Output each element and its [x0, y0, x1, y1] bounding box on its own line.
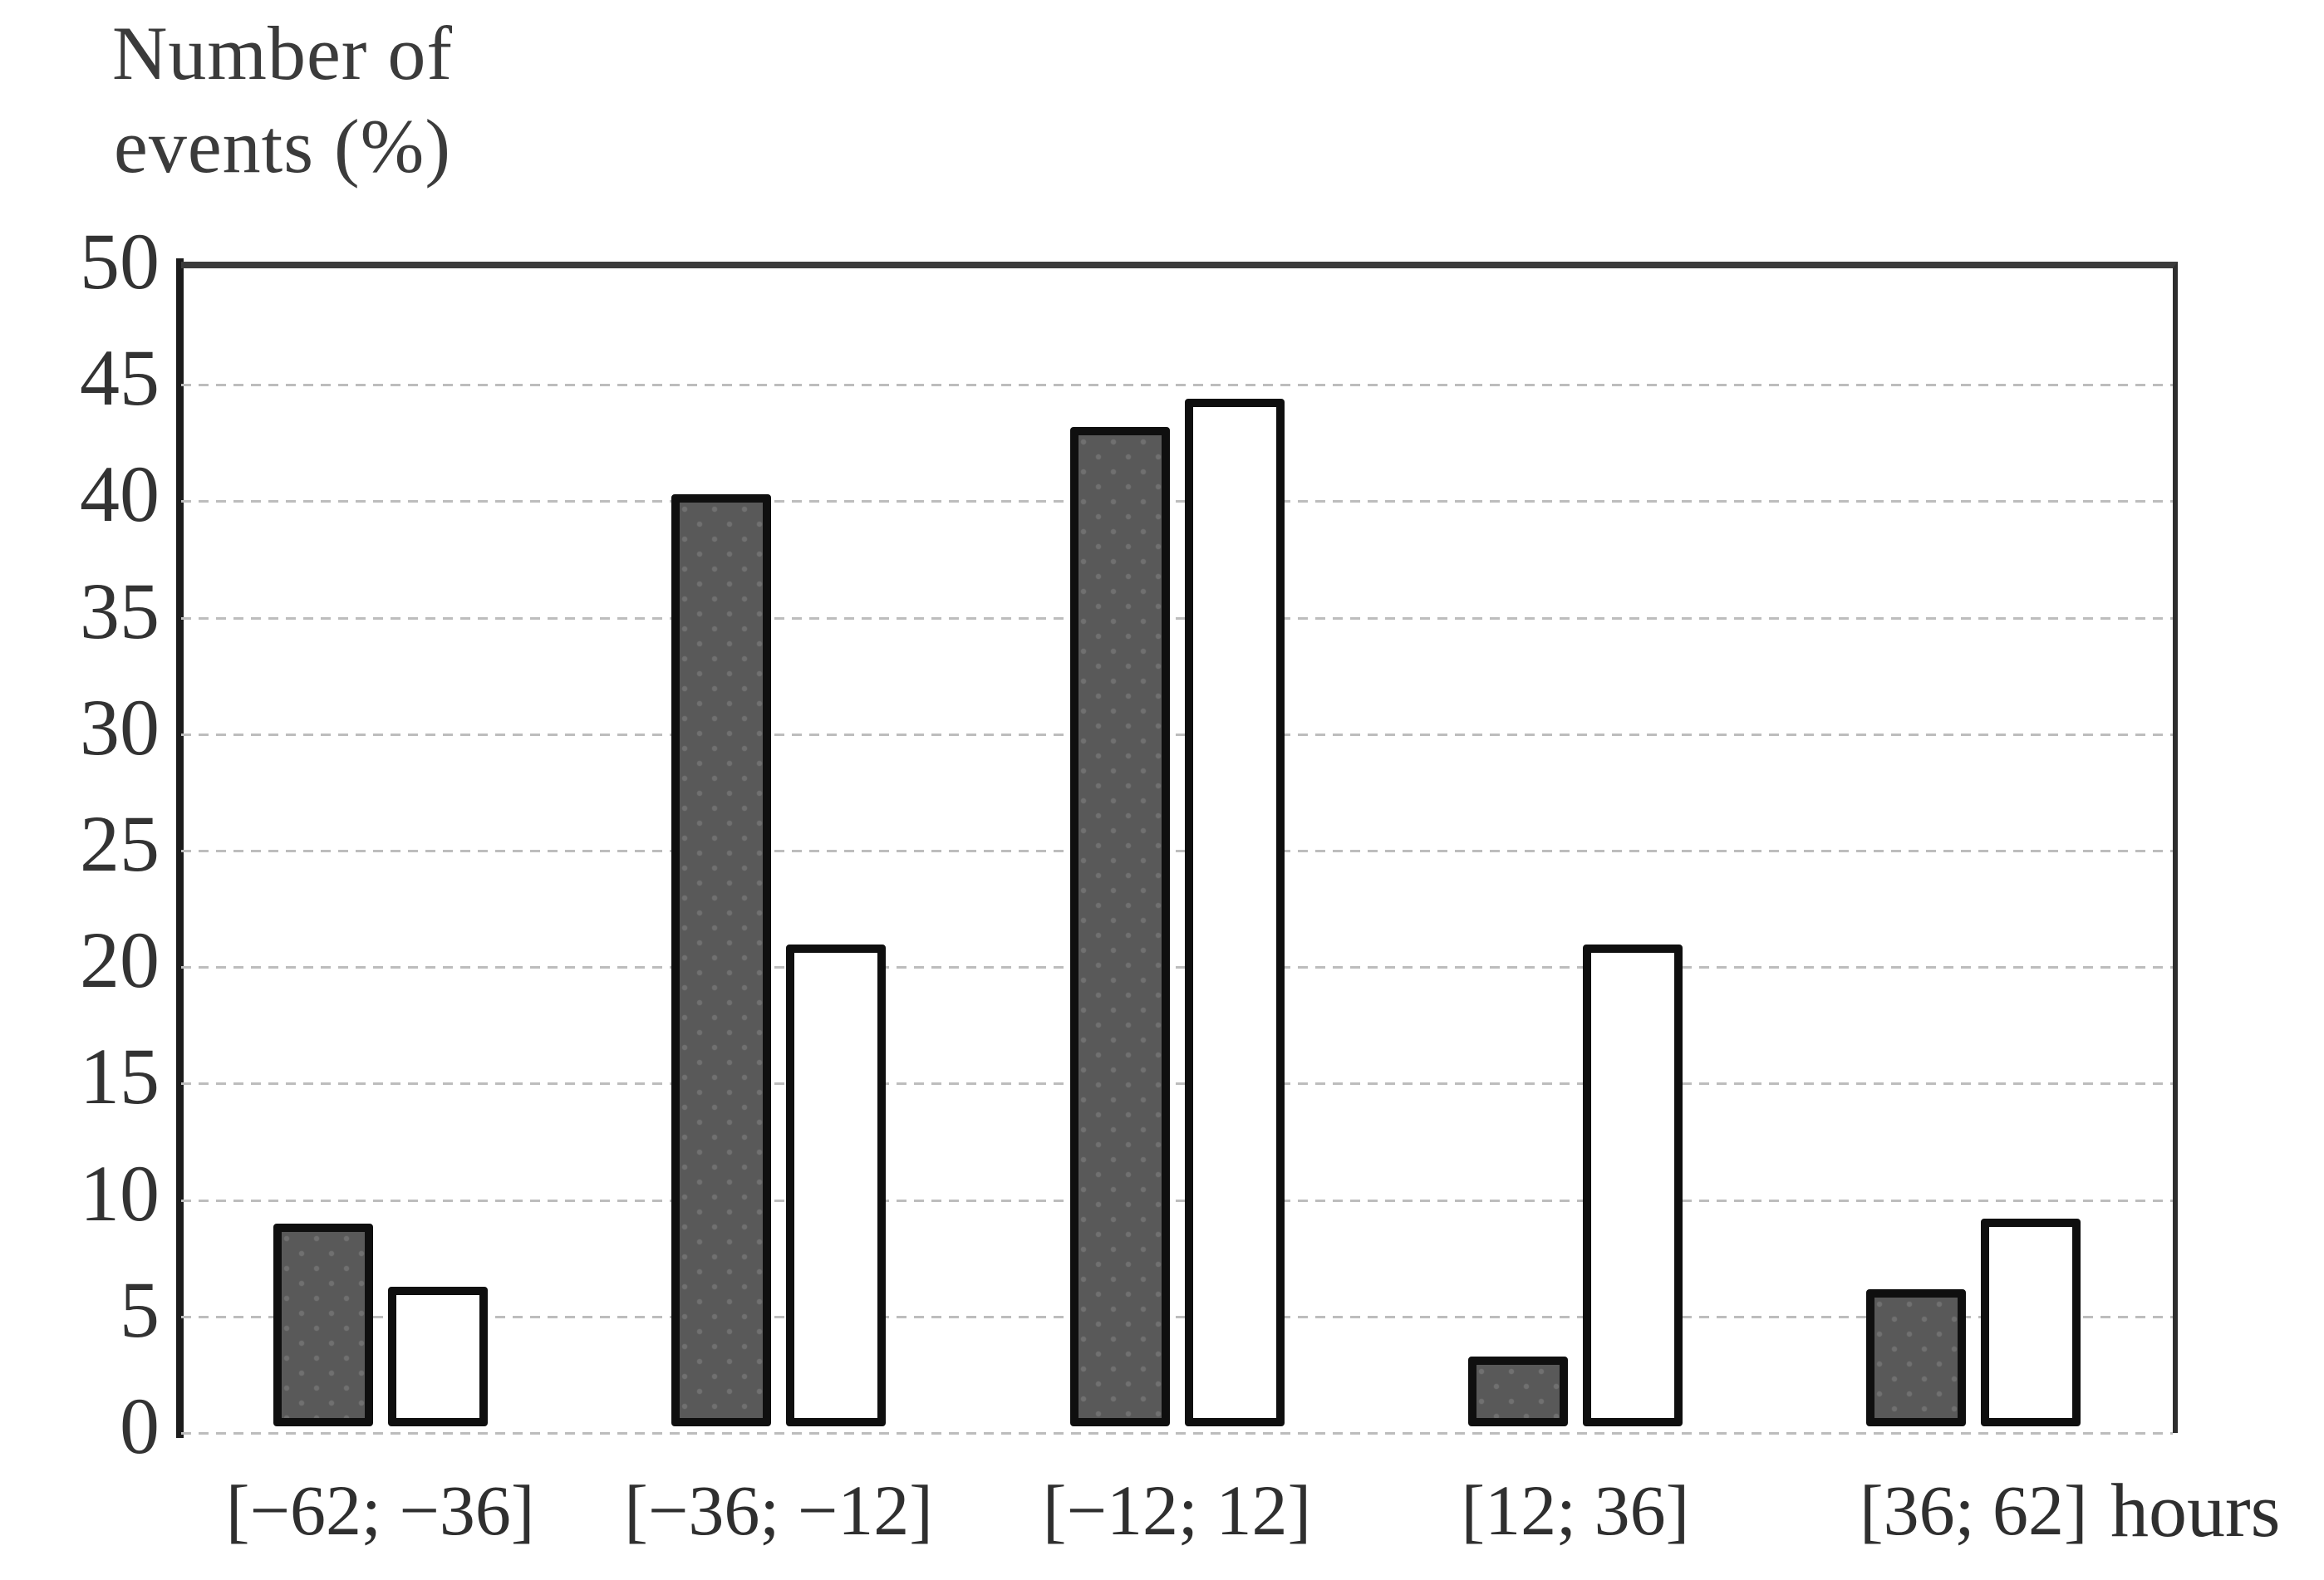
gridline-y35: [181, 616, 2173, 620]
gridline-y20: [181, 966, 2173, 969]
x-tick-label-3: [12; 36]: [1461, 1470, 1690, 1550]
bar-white-0: [387, 1286, 488, 1426]
y-axis-line: [176, 258, 184, 1438]
y-tick-label-5: 5: [120, 1264, 160, 1354]
gridline-y15: [181, 1082, 2173, 1086]
gridline-y25: [181, 850, 2173, 852]
y-tick-label-45: 45: [80, 333, 160, 423]
x-tick-label-1: [−36; −12]: [624, 1470, 933, 1550]
y-tick-label-30: 30: [80, 682, 160, 772]
gridline-y40: [181, 500, 2173, 503]
y-tick-label-50: 50: [80, 217, 160, 306]
y-axis-title-line1: Number of: [111, 11, 454, 96]
bar-dark-2: [1069, 427, 1170, 1426]
y-tick-label-20: 20: [80, 915, 160, 1005]
plot-area: [181, 262, 2178, 1435]
x-axis-unit-label: hours: [2110, 1468, 2281, 1553]
gridline-y30: [181, 733, 2173, 736]
x-tick-label-0: [−62; −36]: [225, 1470, 535, 1550]
bar-white-4: [1981, 1219, 2081, 1426]
y-tick-label-15: 15: [80, 1032, 160, 1121]
y-tick-label-25: 25: [80, 799, 160, 888]
bar-white-3: [1582, 944, 1683, 1426]
bar-white-2: [1184, 399, 1285, 1426]
gridline-y10: [181, 1199, 2173, 1202]
bar-dark-4: [1866, 1288, 1967, 1426]
x-tick-label-2: [−12; 12]: [1042, 1470, 1312, 1550]
y-axis-title-line2: events (%): [114, 104, 451, 189]
bar-dark-3: [1467, 1356, 1568, 1426]
bar-dark-0: [273, 1224, 373, 1426]
y-tick-label-40: 40: [80, 449, 160, 539]
y-tick-label-35: 35: [80, 566, 160, 655]
gridline-y5: [181, 1315, 2173, 1318]
y-tick-label-0: 0: [120, 1381, 160, 1470]
y-tick-label-10: 10: [80, 1148, 160, 1238]
x-tick-label-4: [36; 62]: [1859, 1470, 2088, 1550]
bar-dark-1: [671, 494, 772, 1426]
y-axis-title: Number of events (%): [58, 7, 507, 193]
bar-white-1: [786, 944, 887, 1426]
gridline-y0: [181, 1432, 2173, 1435]
gridline-y45: [181, 384, 2173, 387]
